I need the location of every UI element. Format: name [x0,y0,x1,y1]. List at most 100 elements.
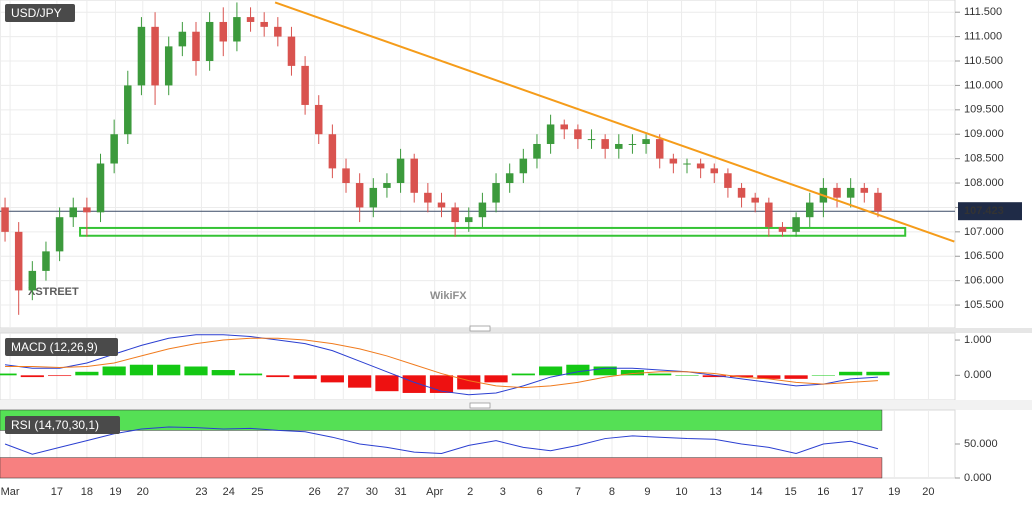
candle-body [178,31,187,47]
candle-body [519,158,528,174]
candle-body [833,187,841,198]
rsi-box [5,416,120,434]
x-tick-label: 2 [467,486,473,498]
candle-body [164,46,173,86]
histogram-bar [566,364,590,376]
histogram-bar [620,370,645,376]
macd-box [5,338,118,356]
candle-body [233,17,241,42]
y-tick-label: 108.500 [964,153,1004,165]
candle-body [55,217,64,252]
y-tick-label: 111.000 [964,31,1002,43]
candle-body [328,134,337,169]
candle-body [342,168,350,184]
histogram-bar [511,373,535,376]
candle-body [751,197,759,203]
resize-handle[interactable] [469,402,491,409]
y-tick-label: 107.000 [964,226,1004,238]
plot-layer: Mar 17 18 19 20 23 24 25 26 27 30 31 Apr 2 3 6 7 8 9 10 13 14… [0,0,1022,498]
candle-body [765,202,773,227]
candle-body [219,21,228,42]
histogram-bar [184,366,208,376]
rsi-label: RSI (14,70,30,1) [11,418,99,432]
candle-body [424,192,432,203]
rsi-band [0,457,883,479]
x-tick-label: 6 [537,486,543,498]
candle-body [628,143,637,145]
candle-body [778,226,787,232]
candle-body [314,104,323,135]
histogram-bar [0,373,17,376]
histogram-bar [757,375,781,379]
histogram-bar [20,375,44,378]
histogram-bar [648,373,672,376]
price-panel [0,0,956,329]
candle-body [533,143,541,159]
candle-body [137,26,146,86]
x-tick-label: 20 [922,486,934,498]
x-tick-label: 30 [366,486,378,498]
histogram-bar [784,375,808,379]
candle-body [465,217,473,223]
last-price-box [958,202,1022,221]
histogram-bar [102,366,126,376]
x-tick-label: 3 [500,486,506,498]
x-tick-label: 27 [337,486,349,498]
y-tick-label: 111.500 [964,6,1002,18]
y-tick-label: 109.500 [964,104,1004,116]
x-tick-label: 24 [223,486,235,498]
histogram-bar [320,375,344,383]
candle-body [28,270,37,291]
candle-body [437,202,446,208]
candle-body [96,163,105,213]
candle-body [642,139,650,144]
indicator-line [4,334,878,396]
candle-body [669,158,678,164]
histogram-bar [402,375,426,393]
candle-body [683,163,691,165]
x-tick-label: 17 [851,486,863,498]
histogram-bar [675,375,699,376]
y-tick-label: 0.000 [964,472,992,484]
y-tick-label: 110.500 [964,55,1003,67]
resize-handle[interactable] [469,325,491,332]
panel-divider [0,328,1032,333]
candle-body [587,139,596,141]
candle-body [505,173,514,184]
histogram-bar [75,371,99,376]
candle-body [410,158,418,193]
histogram-bar [429,375,454,393]
histogram-bar [484,375,508,383]
candle-body [655,139,664,159]
histogram-bar [48,375,72,377]
watermark: WikiFX [430,290,467,302]
histogram-bar [866,371,890,376]
symbol-label: USD/JPY [11,6,62,20]
candle-body [805,202,814,218]
candle-body [260,21,268,27]
y-tick-label: 108.000 [964,177,1004,189]
x-tick-label: 20 [137,486,149,498]
x-tick-label: 8 [609,486,615,498]
x-tick-label: 16 [817,486,829,498]
y-tick-label: 0.000 [964,369,992,381]
y-tick-label: 50.000 [964,438,998,450]
indicator-line [4,426,879,455]
candle-body [615,143,623,149]
panel-divider [0,400,1032,410]
candle-body [205,21,214,62]
candle-body [192,31,200,62]
x-tick-label: 14 [750,486,762,498]
histogram-bar [293,375,317,379]
histogram-bar [211,370,235,376]
rsi-band [0,409,883,431]
y-tick-label: 1.000 [964,334,992,346]
histogram-bar [729,375,754,378]
candle-body [874,192,882,212]
candle-body [560,124,568,130]
histogram-bar [539,366,563,376]
histogram-bar [348,375,372,388]
x-tick-label: 15 [785,486,797,498]
